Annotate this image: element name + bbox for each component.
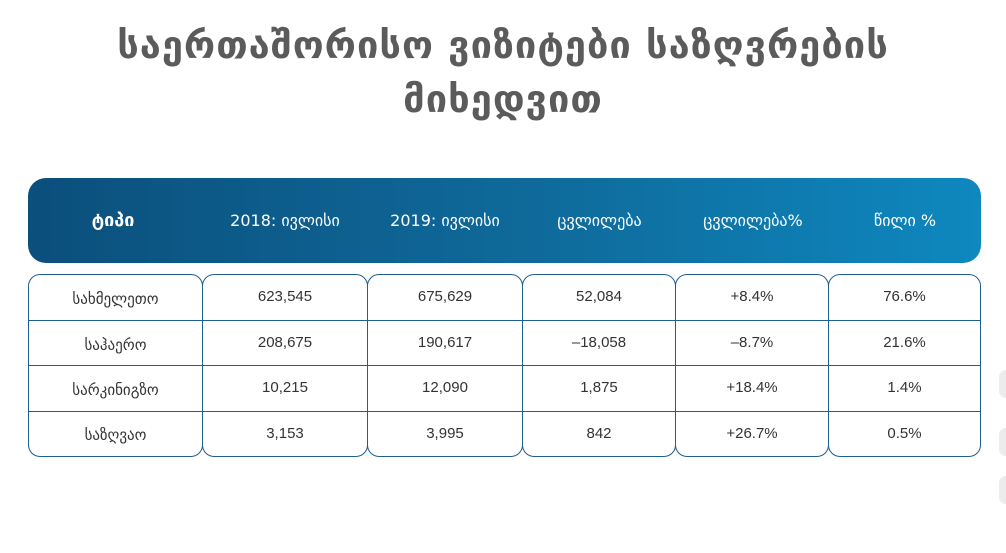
cell-change-percent: +26.7% xyxy=(726,425,778,442)
row-divider xyxy=(28,411,981,412)
row-divider xyxy=(28,365,981,366)
cell-2019: 3,995 xyxy=(426,425,464,442)
cell-change: 842 xyxy=(586,425,612,442)
cell-change: 52,084 xyxy=(576,288,622,305)
cell-2019: 675,629 xyxy=(417,288,473,305)
cell-2018: 3,153 xyxy=(266,425,304,442)
edge-decoration xyxy=(999,476,1006,504)
table-header: ტიპი 2018: ივლისი 2019: ივლისი ცვლილება … xyxy=(28,178,981,263)
title-line-2: მიხედვით xyxy=(403,77,603,121)
header-type: ტიპი xyxy=(91,210,135,231)
header-share-percent: წილი % xyxy=(873,211,937,230)
row-type-air: საჰაერო xyxy=(84,336,147,354)
cell-change-percent: –8.7% xyxy=(730,334,774,351)
cell-change: 1,875 xyxy=(580,379,618,396)
header-2018-july: 2018: ივლისი xyxy=(230,211,340,230)
title-line-1: საერთაშორისო ვიზიტები საზღვრების xyxy=(117,23,889,67)
cell-2018: 208,675 xyxy=(257,334,313,351)
cell-change: –18,058 xyxy=(571,334,627,351)
data-table: სახმელეთო 623,545 675,629 52,084 +8.4% 7… xyxy=(28,274,981,459)
cell-2019: 190,617 xyxy=(417,334,473,351)
header-2019-july: 2019: ივლისი xyxy=(390,211,500,230)
row-type-rail: სარკინიგზო xyxy=(72,381,159,399)
cell-2018: 10,215 xyxy=(262,379,308,396)
cell-2019: 12,090 xyxy=(422,379,468,396)
cell-change-percent: +18.4% xyxy=(726,379,778,396)
cell-2018: 623,545 xyxy=(257,288,313,305)
cell-share: 0.5% xyxy=(887,425,922,442)
row-type-sea: საზღვაო xyxy=(84,426,147,444)
cell-share: 21.6% xyxy=(883,334,926,351)
edge-decoration xyxy=(999,428,1006,456)
row-type-land: სახმელეთო xyxy=(72,290,159,308)
header-change: ცვლილება xyxy=(557,211,642,230)
cell-share: 76.6% xyxy=(883,288,926,305)
page-title: საერთაშორისო ვიზიტები საზღვრების მიხედვი… xyxy=(0,18,1006,126)
cell-share: 1.4% xyxy=(887,379,922,396)
header-change-percent: ცვლილება% xyxy=(703,211,803,230)
edge-decoration xyxy=(999,370,1006,398)
cell-change-percent: +8.4% xyxy=(730,288,774,305)
row-divider xyxy=(28,320,981,321)
